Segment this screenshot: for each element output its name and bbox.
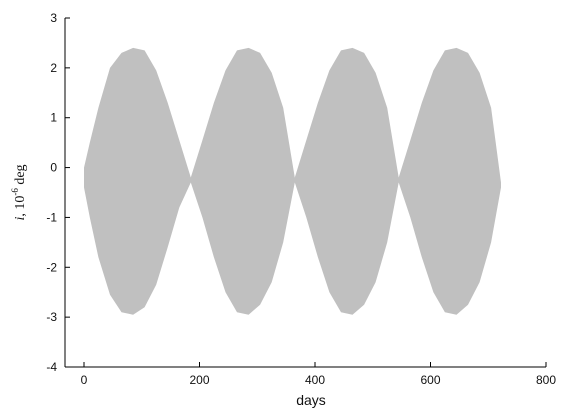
y-tick-label: -1: [46, 210, 57, 224]
x-axis-label: days: [296, 392, 326, 408]
y-tick-label: -4: [46, 360, 57, 374]
plot-area: [84, 47, 501, 315]
x-tick-label: 600: [420, 373, 440, 387]
y-tick-label: -2: [46, 260, 57, 274]
y-axis-unit: deg: [13, 164, 28, 188]
x-tick-label: 0: [81, 373, 88, 387]
y-tick-label: -3: [46, 310, 57, 324]
y-axis-label: i, 10-6 deg: [10, 164, 28, 220]
series-0-envelope: [84, 47, 501, 315]
x-tick-label: 800: [536, 373, 556, 387]
x-tick-label: 400: [305, 373, 325, 387]
y-tick-label: 2: [50, 61, 57, 75]
y-axis-var: i: [13, 217, 28, 221]
y-tick-label: 0: [50, 161, 57, 175]
axes: 3 2 1 0 -1 -2 -3 -4 0 200 400 600 800: [46, 11, 556, 387]
y-axis-prefix: , 10: [13, 196, 28, 217]
y-tick-label: 3: [50, 11, 57, 25]
y-axis-exponent: -6: [10, 188, 20, 196]
y-tick-label: 1: [50, 111, 57, 125]
x-tick-label: 200: [189, 373, 209, 387]
